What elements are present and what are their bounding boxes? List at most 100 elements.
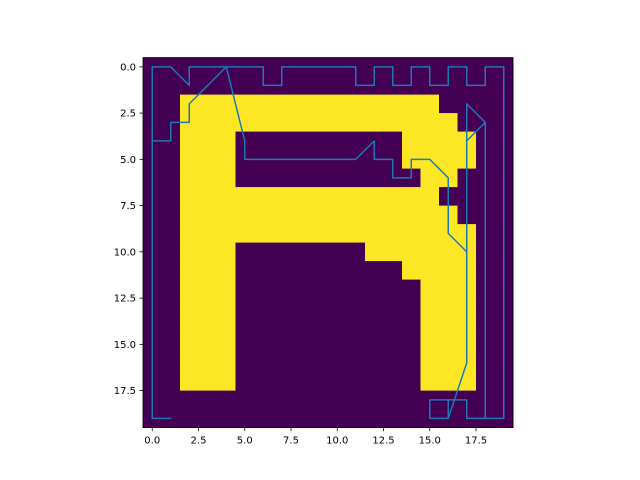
heatmap-cell [346,94,366,114]
heatmap-cell [291,242,310,262]
heatmap-cell [180,150,199,169]
heatmap-cell [402,187,421,206]
heatmap-cell [291,279,310,299]
heatmap-cell [402,94,421,114]
heatmap-cell [161,279,181,299]
heatmap-cell [217,113,236,132]
heatmap-cell [235,298,255,317]
heatmap-cell [161,224,181,243]
heatmap-cell [476,94,495,114]
heatmap-cell [272,261,292,280]
heatmap-cell [161,372,181,391]
heatmap-cell [420,316,440,336]
heatmap-cell [402,113,421,132]
heatmap-cell [346,298,366,317]
heatmap-cell [439,335,458,354]
heatmap-cell [402,279,421,299]
heatmap-cell [161,353,181,373]
heatmap-cell [402,298,421,317]
heatmap-cell [161,335,181,354]
heatmap-cell [180,353,199,373]
heatmap-cell [217,335,236,354]
heatmap-cell [328,261,347,280]
heatmap-cell [254,261,273,280]
heatmap-cell [291,298,310,317]
heatmap-cell [217,168,236,188]
heatmap-cell [217,205,236,225]
heatmap-cell [383,94,403,114]
heatmap-cell [272,353,292,373]
heatmap-cell [161,242,181,262]
heatmap-cell [439,279,458,299]
heatmap-cell [198,409,218,428]
heatmap-cell [420,131,440,151]
y-tick-label: 17.5 [114,386,136,397]
heatmap-cell [420,261,440,280]
heatmap-cell [272,409,292,428]
heatmap-cell [291,316,310,336]
x-tick-label: 7.5 [283,436,299,447]
heatmap-cell [365,372,384,391]
heatmap-cell [291,390,310,410]
heatmap-cell [346,316,366,336]
heatmap-cell [198,242,218,262]
heatmap-cell [254,372,273,391]
heatmap-cell [328,205,347,225]
heatmap-cell [309,261,329,280]
heatmap-cell [346,335,366,354]
heatmap-cell [161,298,181,317]
heatmap-cell [402,261,421,280]
heatmap-cell [291,94,310,114]
heatmap-cell [383,409,403,428]
heatmap-cell [272,131,292,151]
heatmap-cell [198,205,218,225]
heatmap-cell [272,205,292,225]
heatmap-cell [365,224,384,243]
heatmap-cell [217,131,236,151]
heatmap-cell [198,113,218,132]
heatmap-cell [309,94,329,114]
heatmap-cell [180,372,199,391]
heatmap-cell [383,353,403,373]
heatmap-cell [180,279,199,299]
heatmap-cell [309,316,329,336]
heatmap-cell [309,242,329,262]
x-tick-label: 17.5 [465,436,487,447]
heatmap-cell [198,131,218,151]
heatmap-cell [439,150,458,169]
heatmap-cell [254,242,273,262]
heatmap-cell [161,76,181,95]
heatmap-cell [439,353,458,373]
heatmap-cell [346,242,366,262]
heatmap-cell [217,390,236,410]
heatmap-cell [198,372,218,391]
heatmap-cell [198,353,218,373]
heatmap-cells [143,57,514,428]
heatmap-cell [235,94,255,114]
heatmap-cell [439,242,458,262]
y-tick-label: 0.0 [120,62,136,73]
heatmap-cell [439,113,458,132]
heatmap-cell [161,187,181,206]
heatmap-cell [365,298,384,317]
heatmap-cell [254,316,273,336]
heatmap-cell [309,224,329,243]
heatmap-cell [402,131,421,151]
heatmap-cell [180,224,199,243]
heatmap-cell [420,298,440,317]
heatmap-cell [291,113,310,132]
heatmap-cell [198,150,218,169]
heatmap-cell [235,113,255,132]
heatmap-cell [328,113,347,132]
y-tick-label: 12.5 [114,294,136,305]
heatmap-cell [328,224,347,243]
heatmap-cell [420,279,440,299]
heatmap-cell [235,261,255,280]
heatmap-cell [439,94,458,114]
heatmap-cell [254,205,273,225]
heatmap-cell [291,261,310,280]
x-tick-label: 12.5 [372,436,394,447]
heatmap-cell [217,298,236,317]
heatmap-cell [402,390,421,410]
heatmap-cell [365,409,384,428]
